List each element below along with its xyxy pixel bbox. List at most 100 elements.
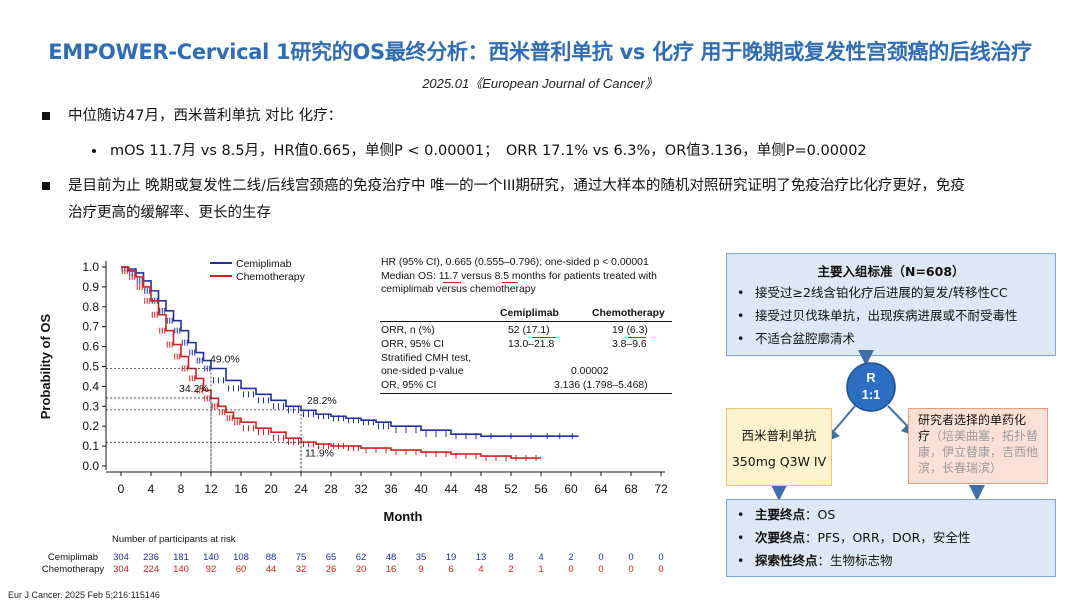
risk-cell: 62 <box>356 552 367 563</box>
risk-cell: 32 <box>296 564 307 575</box>
arm1-dose: 350mg Q3W IV <box>731 454 827 469</box>
km-curve-chemotherapy <box>121 266 541 459</box>
bullet-square <box>42 182 50 190</box>
x-tick-label: 12 <box>204 482 218 496</box>
risk-cell: 224 <box>143 564 159 575</box>
bullet-significance-l2: 治疗更高的缓解率、更长的生存 <box>68 205 271 221</box>
risk-cell: 0 <box>598 564 603 575</box>
cmh-label-l1: Stratified CMH test, <box>381 353 472 364</box>
x-tick-label: 48 <box>474 482 488 496</box>
arm2-drugs: （培美曲塞，拓扑替康，伊立替康，吉西他滨，长春瑞滨） <box>918 429 1039 475</box>
risk-cell: 44 <box>266 564 277 575</box>
bullet-followup: 中位随访47月，西米普利单抗 对比 化疗： <box>68 108 343 124</box>
risk-table-title: Number of participants at risk <box>112 534 236 545</box>
inclusion-title: 主要入组标准（N=608） <box>817 264 965 279</box>
x-tick-label: 0 <box>118 482 125 496</box>
risk-cell: 0 <box>568 564 573 575</box>
risk-cell: 9 <box>418 564 423 575</box>
list-item: 不适合盆腔廓清术 <box>727 327 1055 350</box>
risk-cell: 1 <box>538 564 543 575</box>
risk-cell: 88 <box>266 552 277 563</box>
risk-cell: 65 <box>326 552 337 563</box>
x-tick-label: 24 <box>294 482 308 496</box>
x-tick-label: 72 <box>654 482 668 496</box>
underline-orr-cemi <box>532 337 556 338</box>
risk-cell: 19 <box>446 552 457 563</box>
or-label: OR, 95% CI <box>381 380 437 391</box>
risk-cell: 0 <box>658 564 663 575</box>
y-tick-label: 0.0 <box>82 459 99 473</box>
risk-cell: 140 <box>173 564 189 575</box>
col-header-cemiplimab: Cemiplimab <box>500 308 559 319</box>
bullet-results: mOS 11.7月 vs 8.5月，HR值0.665，单侧P < 0.00001… <box>110 143 867 159</box>
annotation-label: 49.0% <box>210 353 240 365</box>
risk-cell: 16 <box>386 564 397 575</box>
risk-cell: 4 <box>538 552 543 563</box>
x-tick-label: 20 <box>264 482 278 496</box>
col-header-chemotherapy: Chemotherapy <box>592 308 665 319</box>
orr-cemiplimab: 52 (17.1) <box>508 325 550 336</box>
risk-cell: 304 <box>113 564 129 575</box>
footer-citation: Eur J Cancer. 2025 Feb 5;216:115146 <box>8 590 160 600</box>
sub-bullet-dot <box>92 149 96 153</box>
x-tick-label: 16 <box>234 482 248 496</box>
x-tick-label: 32 <box>354 482 368 496</box>
or-value: 3.136 (1.798–5.468) <box>554 380 648 391</box>
endpoint-value: ：PFS，ORR，DOR，安全性 <box>805 530 971 545</box>
y-tick-label: 1.0 <box>82 260 99 274</box>
x-tick-label: 56 <box>534 482 548 496</box>
annotation-label: 34.2% <box>179 383 209 395</box>
randomization-r: R <box>866 370 876 385</box>
km-chart: 0.00.10.20.30.40.50.60.70.80.91.00 4 8 12 16… <box>38 258 668 575</box>
legend-label-chemotherapy: Chemotherapy <box>236 271 306 283</box>
journal-citation: 2025.01《European Journal of Cancer》 <box>422 76 658 91</box>
orr-label: ORR, n (%) <box>381 325 435 336</box>
endpoint-label: 次要终点 <box>755 530 806 545</box>
x-axis-label: Month <box>384 509 423 524</box>
table-rule <box>380 321 672 322</box>
y-tick-label: 0.3 <box>82 399 99 413</box>
x-tick-label: 68 <box>624 482 638 496</box>
endpoint-value: ：生物标志物 <box>817 553 893 568</box>
risk-cell: 20 <box>356 564 367 575</box>
y-tick-label: 0.4 <box>82 379 99 393</box>
km-curve-cemiplimab <box>121 266 579 437</box>
inclusion-list: 接受过≥2线含铂化疗后进展的复发/转移性CC 接受过贝伐珠单抗，出现疾病进展或不… <box>727 281 1055 350</box>
x-tick-label: 40 <box>414 482 428 496</box>
list-item: 接受过贝伐珠单抗，出现疾病进展或不耐受毒性 <box>727 304 1055 327</box>
randomization-ratio: 1:1 <box>861 387 881 402</box>
y-tick-label: 0.5 <box>82 360 99 374</box>
risk-cell: 181 <box>173 552 189 563</box>
arm2-name-l1: 研究者选择的单药化 <box>918 413 1027 427</box>
risk-cell: 13 <box>476 552 487 563</box>
endpoint-exploratory: 探索性终点：生物标志物 <box>727 549 1055 572</box>
bullet-square <box>42 112 50 120</box>
arm-chemotherapy-box: 研究者选择的单药化 疗（培美曲塞，拓扑替康，伊立替康，吉西他滨，长春瑞滨） <box>908 408 1048 484</box>
y-tick-label: 0.9 <box>82 280 99 294</box>
x-tick-label: 52 <box>504 482 518 496</box>
y-tick-label: 0.7 <box>82 320 99 334</box>
risk-cell: 8 <box>508 552 513 563</box>
list-item: 接受过≥2线含铂化疗后进展的复发/转移性CC <box>727 281 1055 304</box>
risk-cell: 108 <box>233 552 249 563</box>
x-tick-label: 44 <box>444 482 458 496</box>
chart-annotations: 49.0% 34.2% 28.2% 11.9% <box>106 353 337 472</box>
risk-cell: 0 <box>628 552 633 563</box>
x-tick-label: 64 <box>594 482 608 496</box>
risk-cell: 48 <box>386 552 397 563</box>
x-tick-label: 28 <box>324 482 338 496</box>
median-os-text-l2: cemiplimab versus chemotherapy <box>381 284 536 295</box>
risk-cell: 0 <box>628 564 633 575</box>
risk-table: Number of participants at risk Cemiplimab… <box>42 534 664 575</box>
endpoint-secondary: 次要终点：PFS，ORR，DOR，安全性 <box>727 526 1055 549</box>
legend-label-cemiplimab: Cemiplimab <box>236 258 292 270</box>
hr-text: HR (95% CI), 0.665 (0.555–0.796); one-si… <box>381 257 649 268</box>
cmh-label-l2: one-sided p-value <box>381 366 464 377</box>
risk-cell: 2 <box>508 564 513 575</box>
endpoint-label: 主要终点 <box>755 507 806 522</box>
x-tick-label: 8 <box>178 482 185 496</box>
page-title: EMPOWER-Cervical 1研究的OS最终分析：西米普利单抗 vs 化疗… <box>48 40 1032 64</box>
x-tick-label: 60 <box>564 482 578 496</box>
risk-cell: 75 <box>296 552 307 563</box>
risk-cell: 60 <box>236 564 247 575</box>
